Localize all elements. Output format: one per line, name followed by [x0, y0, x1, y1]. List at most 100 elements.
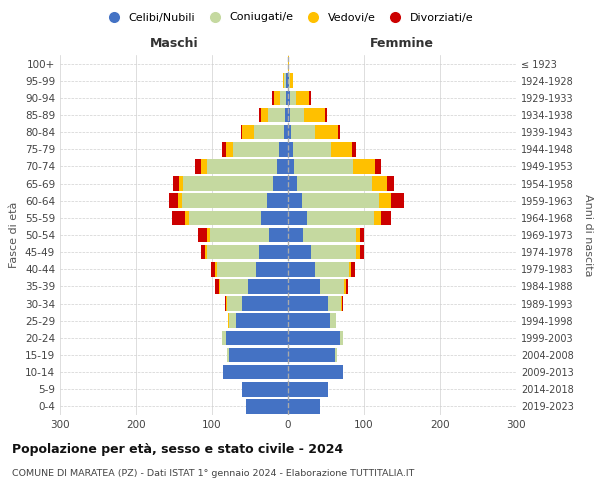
Bar	[304, 108, 325, 122]
Bar	[290, 108, 304, 122]
Bar	[199, 228, 208, 242]
Bar	[189, 210, 262, 225]
Bar	[316, 125, 338, 140]
Bar	[215, 262, 217, 276]
Bar	[267, 194, 288, 208]
Bar	[172, 210, 185, 225]
Bar	[227, 348, 229, 362]
Bar	[179, 176, 183, 191]
Bar	[254, 125, 284, 140]
Bar	[311, 245, 356, 260]
Bar	[272, 90, 274, 105]
Bar	[353, 159, 374, 174]
Bar	[374, 210, 382, 225]
Bar	[374, 159, 381, 174]
Bar	[206, 159, 277, 174]
Bar	[256, 262, 288, 276]
Bar	[226, 296, 227, 311]
Text: Femmine: Femmine	[370, 37, 434, 50]
Bar	[296, 90, 309, 105]
Bar	[288, 159, 294, 174]
Bar	[349, 262, 351, 276]
Bar	[284, 125, 288, 140]
Bar	[288, 142, 293, 156]
Bar	[210, 228, 269, 242]
Bar	[241, 125, 242, 140]
Bar	[288, 74, 289, 88]
Bar	[340, 330, 343, 345]
Bar	[226, 330, 288, 345]
Bar	[283, 74, 284, 88]
Bar	[269, 228, 288, 242]
Bar	[288, 296, 328, 311]
Bar	[288, 330, 340, 345]
Bar	[309, 90, 311, 105]
Bar	[291, 125, 316, 140]
Bar	[320, 279, 344, 293]
Bar	[182, 194, 267, 208]
Bar	[335, 348, 337, 362]
Bar	[205, 245, 208, 260]
Bar	[289, 74, 290, 88]
Bar	[379, 194, 391, 208]
Bar	[225, 296, 226, 311]
Bar	[273, 176, 288, 191]
Bar	[360, 228, 364, 242]
Bar	[202, 245, 205, 260]
Bar	[226, 142, 233, 156]
Bar	[288, 194, 302, 208]
Bar	[215, 279, 219, 293]
Bar	[227, 296, 242, 311]
Bar	[288, 279, 320, 293]
Bar	[391, 194, 404, 208]
Bar	[341, 296, 342, 311]
Legend: Celibi/Nubili, Coniugati/e, Vedovi/e, Divorziati/e: Celibi/Nubili, Coniugati/e, Vedovi/e, Di…	[98, 8, 478, 27]
Bar	[288, 399, 320, 413]
Text: Popolazione per età, sesso e stato civile - 2024: Popolazione per età, sesso e stato civil…	[12, 442, 343, 456]
Bar	[290, 90, 296, 105]
Bar	[302, 194, 379, 208]
Bar	[280, 90, 286, 105]
Bar	[288, 90, 290, 105]
Bar	[219, 279, 220, 293]
Bar	[277, 159, 288, 174]
Y-axis label: Anni di nascita: Anni di nascita	[583, 194, 593, 276]
Bar	[288, 314, 330, 328]
Bar	[288, 125, 291, 140]
Bar	[279, 142, 288, 156]
Bar	[222, 142, 226, 156]
Bar	[286, 74, 288, 88]
Bar	[294, 159, 353, 174]
Bar	[222, 330, 226, 345]
Bar	[288, 108, 290, 122]
Bar	[208, 245, 259, 260]
Bar	[360, 245, 364, 260]
Bar	[242, 382, 288, 396]
Bar	[242, 125, 254, 140]
Bar	[351, 262, 355, 276]
Bar	[288, 262, 314, 276]
Text: COMUNE DI MARATEA (PZ) - Dati ISTAT 1° gennaio 2024 - Elaborazione TUTTITALIA.IT: COMUNE DI MARATEA (PZ) - Dati ISTAT 1° g…	[12, 469, 415, 478]
Bar	[338, 125, 340, 140]
Bar	[346, 279, 348, 293]
Bar	[288, 228, 303, 242]
Bar	[303, 228, 356, 242]
Bar	[183, 176, 273, 191]
Bar	[293, 142, 331, 156]
Bar	[220, 279, 248, 293]
Bar	[314, 262, 349, 276]
Bar	[229, 348, 288, 362]
Bar	[217, 262, 256, 276]
Bar	[288, 245, 311, 260]
Bar	[342, 296, 343, 311]
Bar	[325, 108, 327, 122]
Bar	[290, 74, 293, 88]
Bar	[330, 314, 336, 328]
Bar	[288, 365, 343, 380]
Bar	[223, 365, 288, 380]
Bar	[352, 142, 356, 156]
Text: Maschi: Maschi	[149, 37, 199, 50]
Bar	[200, 159, 206, 174]
Bar	[228, 314, 229, 328]
Bar	[262, 210, 288, 225]
